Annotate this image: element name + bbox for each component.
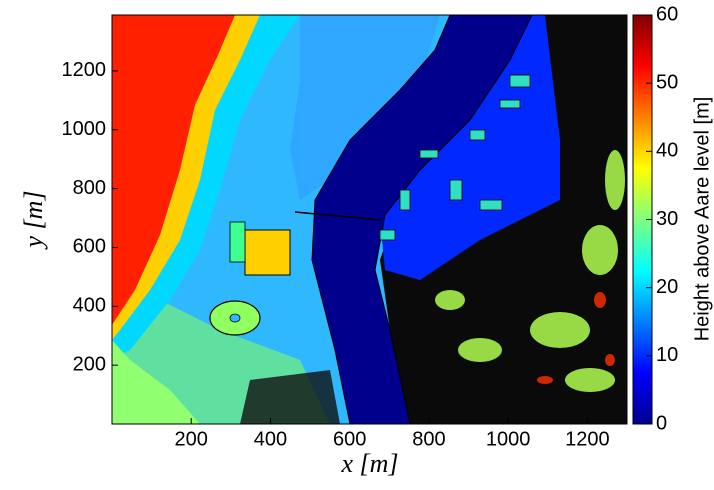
x-axis-label: x [m] bbox=[340, 449, 398, 478]
colorbar-tick-label: 30 bbox=[656, 208, 678, 230]
x-tick-label: 800 bbox=[412, 428, 445, 450]
y-tick-label: 200 bbox=[73, 353, 106, 375]
y-tick-label: 1200 bbox=[62, 59, 107, 81]
colorbar-tick-label: 10 bbox=[656, 344, 678, 366]
x-tick-label: 1000 bbox=[486, 428, 531, 450]
y-tick-label: 1000 bbox=[62, 118, 107, 140]
colorbar-tick-label: 60 bbox=[656, 3, 678, 25]
y-axis-label: y [m] bbox=[19, 190, 48, 250]
colorbar-label: Height above Aare level [m] bbox=[691, 97, 713, 342]
colorbar-tick-label: 40 bbox=[656, 140, 678, 162]
colorbar-tick-label: 50 bbox=[656, 71, 678, 93]
chart: x [m] y [m] Height above Aare level [m] … bbox=[0, 0, 714, 485]
y-tick-label: 800 bbox=[73, 177, 106, 199]
colorbar-tick-label: 0 bbox=[656, 412, 667, 434]
x-tick-label: 600 bbox=[333, 428, 366, 450]
colorbar-tick-label: 20 bbox=[656, 276, 678, 298]
y-tick-label: 400 bbox=[73, 295, 106, 317]
height-map bbox=[112, 15, 627, 424]
x-tick-label: 200 bbox=[175, 428, 208, 450]
y-tick-label: 600 bbox=[73, 236, 106, 258]
x-tick-label: 400 bbox=[254, 428, 287, 450]
x-tick-label: 1200 bbox=[565, 428, 610, 450]
